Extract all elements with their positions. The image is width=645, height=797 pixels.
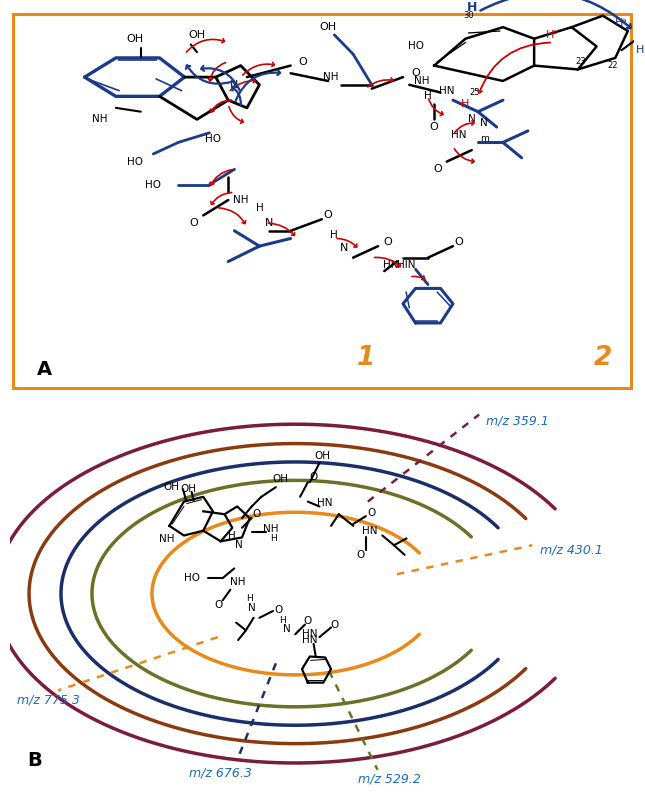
Text: OH: OH <box>188 29 206 40</box>
Text: NH: NH <box>233 195 248 205</box>
Text: O: O <box>433 164 442 175</box>
Text: H: H <box>424 92 432 101</box>
Text: NH: NH <box>263 524 279 534</box>
FancyBboxPatch shape <box>13 14 631 388</box>
Text: N: N <box>339 243 348 253</box>
Text: HO: HO <box>184 573 200 583</box>
Text: H: H <box>461 99 470 109</box>
Text: N: N <box>235 540 243 550</box>
Text: H: H <box>466 2 477 14</box>
Text: NH: NH <box>230 577 246 587</box>
Text: m/z 775.3: m/z 775.3 <box>17 693 80 707</box>
Text: N: N <box>230 80 239 90</box>
Text: O: O <box>215 600 223 611</box>
Text: m/z 430.1: m/z 430.1 <box>540 544 603 556</box>
Text: O: O <box>368 508 376 518</box>
Text: OH: OH <box>126 33 143 44</box>
Text: m: m <box>480 134 488 143</box>
Text: O: O <box>324 210 332 221</box>
Text: N: N <box>468 115 475 124</box>
Text: H: H <box>270 534 277 543</box>
Text: O: O <box>331 619 339 630</box>
Text: 2: 2 <box>593 344 612 371</box>
Text: HN: HN <box>362 526 377 536</box>
Text: NH: NH <box>92 115 108 124</box>
Text: HO: HO <box>408 41 424 51</box>
Text: NH: NH <box>159 534 174 544</box>
Text: O: O <box>275 605 283 615</box>
Text: HN: HN <box>439 85 455 96</box>
Text: HO: HO <box>126 157 143 167</box>
Text: OH: OH <box>181 484 197 494</box>
Text: HO: HO <box>204 134 221 143</box>
Text: OH: OH <box>163 482 179 492</box>
Text: HN: HN <box>382 261 398 270</box>
Text: O: O <box>430 122 439 132</box>
Text: N: N <box>481 118 488 128</box>
Text: O: O <box>455 238 464 247</box>
Text: HN: HN <box>451 130 467 139</box>
Text: N: N <box>264 218 273 228</box>
Text: Hᵇ: Hᵇ <box>546 29 559 40</box>
Text: m/z 529.2: m/z 529.2 <box>358 773 421 786</box>
Text: B: B <box>27 751 42 770</box>
Text: H: H <box>330 230 338 240</box>
Text: 23: 23 <box>575 57 586 66</box>
Text: 1: 1 <box>357 344 375 371</box>
Text: HN: HN <box>302 635 317 645</box>
Text: OH: OH <box>273 474 289 485</box>
Text: OH: OH <box>319 22 337 32</box>
Text: 30: 30 <box>463 11 474 20</box>
Text: HN: HN <box>302 630 317 639</box>
Text: O: O <box>304 616 312 626</box>
Text: H: H <box>279 616 286 625</box>
Text: N: N <box>248 603 255 613</box>
Text: O: O <box>356 550 364 559</box>
Text: HIN: HIN <box>397 261 415 270</box>
Text: A: A <box>37 359 52 379</box>
Text: m/z 359.1: m/z 359.1 <box>486 414 549 428</box>
Text: N: N <box>283 624 290 634</box>
Text: Hᵃ: Hᵃ <box>615 18 628 29</box>
Text: NH: NH <box>414 76 430 86</box>
Text: NH: NH <box>324 72 339 82</box>
Text: 25: 25 <box>470 88 480 97</box>
Text: O: O <box>252 509 261 519</box>
Text: O: O <box>383 238 392 247</box>
Text: O: O <box>310 473 318 482</box>
Text: HN: HN <box>317 497 332 508</box>
Text: OH: OH <box>314 451 330 461</box>
Text: H: H <box>228 531 236 540</box>
Text: O: O <box>299 57 308 67</box>
Text: 22: 22 <box>607 61 617 70</box>
Text: HO: HO <box>145 179 161 190</box>
Text: O: O <box>190 218 198 228</box>
Text: H: H <box>636 45 644 55</box>
Text: O: O <box>411 69 420 78</box>
Text: H: H <box>246 594 253 603</box>
Text: H: H <box>255 202 263 213</box>
Text: m/z 676.3: m/z 676.3 <box>189 766 252 779</box>
